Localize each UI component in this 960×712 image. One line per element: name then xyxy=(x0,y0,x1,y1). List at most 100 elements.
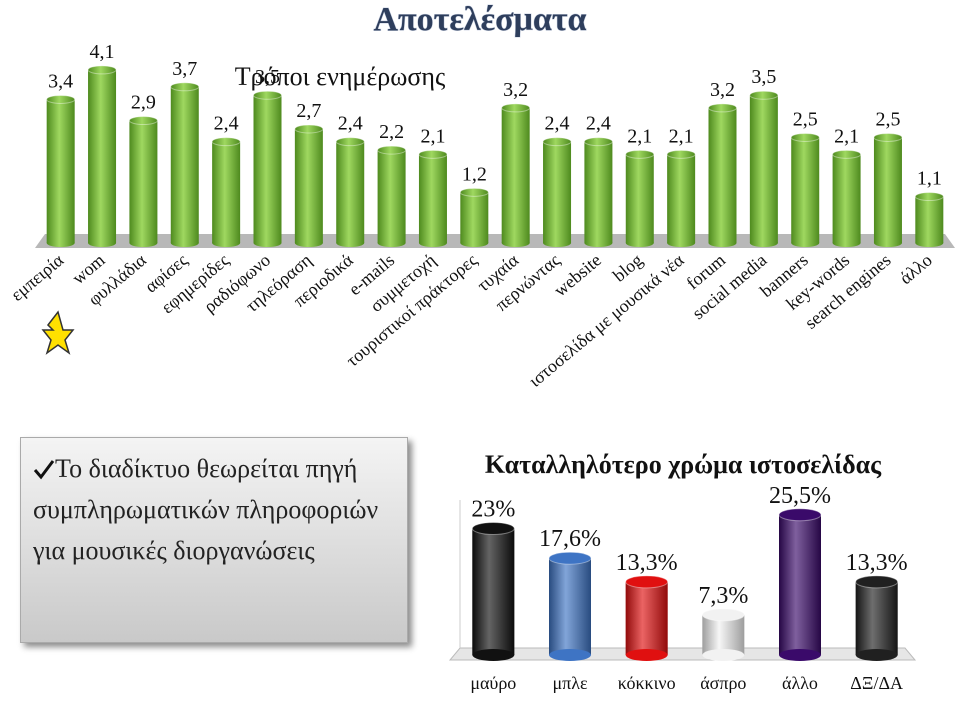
value-label: 3,2 xyxy=(503,79,528,101)
value-label: 23% xyxy=(471,497,515,523)
check-icon xyxy=(33,460,55,480)
bar-base xyxy=(418,239,447,247)
bar-shine xyxy=(625,581,668,655)
chart-floor xyxy=(448,647,917,661)
bar xyxy=(212,141,241,243)
bar-cap xyxy=(418,149,448,159)
bar xyxy=(46,99,75,243)
bar-base xyxy=(855,649,898,661)
bar-base xyxy=(625,649,668,661)
bar-base xyxy=(253,239,282,247)
bar xyxy=(543,141,572,243)
bar-base xyxy=(832,239,861,247)
bar-base xyxy=(549,649,591,661)
bar xyxy=(170,86,199,244)
bar-base xyxy=(501,239,530,247)
value-label: 13,3% xyxy=(846,550,908,576)
bar-shine xyxy=(779,514,821,655)
bar-cap xyxy=(46,94,76,104)
x-tick-label: μαύρο xyxy=(470,673,516,693)
bar-base xyxy=(749,239,778,247)
bar xyxy=(336,141,365,243)
value-label: 17,6% xyxy=(539,526,601,552)
bar xyxy=(708,107,737,243)
value-label: 3,2 xyxy=(710,79,735,101)
bar-base xyxy=(88,239,117,247)
bar-base xyxy=(543,239,572,247)
bar xyxy=(915,196,944,243)
value-label: 1,2 xyxy=(462,163,487,185)
bar-base xyxy=(294,239,323,247)
bar-base xyxy=(377,239,406,247)
value-label: 2,4 xyxy=(545,113,570,135)
bar-cap xyxy=(778,508,822,522)
bar xyxy=(625,154,654,243)
bar-cap xyxy=(128,116,158,126)
value-label: 2,1 xyxy=(834,125,859,147)
bar-base xyxy=(129,239,158,247)
bar-cap xyxy=(87,65,117,75)
value-label: 2,1 xyxy=(669,125,694,147)
bar-base xyxy=(460,239,489,247)
x-tick-label: άλλο xyxy=(896,250,936,288)
value-label: 3,4 xyxy=(48,70,73,92)
bar xyxy=(667,154,696,243)
chart-title: Τρόποι ενημέρωσης xyxy=(235,62,446,91)
bar-cap xyxy=(459,187,489,197)
bar-base xyxy=(667,239,696,247)
bar-cap xyxy=(211,137,241,147)
x-tick-label: άσπρο xyxy=(700,673,746,693)
bar xyxy=(294,129,323,243)
bar xyxy=(749,95,778,243)
bar xyxy=(873,137,902,243)
bar-cap xyxy=(708,103,737,113)
chart-title: Καταλληλότερο χρώμα ιστοσελίδας xyxy=(485,450,882,479)
value-label: 2,2 xyxy=(379,121,404,143)
bar-cap xyxy=(335,137,365,147)
bar xyxy=(418,154,447,243)
bar xyxy=(501,107,530,243)
bar-base xyxy=(915,239,944,247)
value-label: 7,3% xyxy=(698,583,748,609)
star-icon xyxy=(41,310,75,355)
bar xyxy=(129,120,158,243)
value-label: 2,4 xyxy=(586,113,611,135)
note-box: Το διαδίκτυο θεωρείται πηγή συμπληρωματι… xyxy=(20,437,408,643)
bar xyxy=(253,95,282,243)
bar-cap xyxy=(832,149,862,159)
value-label: 2,5 xyxy=(875,108,900,130)
value-label: 2,1 xyxy=(420,125,445,147)
bar-shine xyxy=(549,558,591,655)
bar xyxy=(377,150,406,243)
bar-cap xyxy=(501,103,531,113)
bar-base xyxy=(336,239,365,247)
bar-base xyxy=(625,239,654,247)
bar xyxy=(460,192,489,243)
x-tick-label: κόκκινο xyxy=(618,673,676,693)
bar-cap xyxy=(625,575,669,589)
value-label: 13,3% xyxy=(616,550,678,576)
bar-cap xyxy=(666,149,696,159)
bar-base xyxy=(702,649,745,661)
bar-shine xyxy=(702,614,745,655)
bar-cap xyxy=(294,124,324,134)
bar-cap xyxy=(749,90,779,100)
bar-base xyxy=(46,239,75,247)
x-tick-label: website xyxy=(550,250,605,301)
x-tick-label: άλλο xyxy=(782,673,818,693)
value-label: 25,5% xyxy=(769,483,831,509)
note-text: Το διαδίκτυο θεωρείται πηγή συμπληρωματι… xyxy=(33,454,379,565)
bar-base xyxy=(472,649,515,661)
bar-base xyxy=(791,239,820,247)
value-label: 2,9 xyxy=(131,92,156,114)
bar-base xyxy=(584,239,613,247)
value-label: 3,7 xyxy=(172,58,197,80)
bar-cap xyxy=(914,192,944,202)
value-label: 3,5 xyxy=(255,66,280,88)
bar-base xyxy=(708,239,737,247)
value-label: 2,5 xyxy=(793,108,818,130)
value-label: 1,1 xyxy=(917,168,942,190)
bar-shine xyxy=(855,581,898,655)
